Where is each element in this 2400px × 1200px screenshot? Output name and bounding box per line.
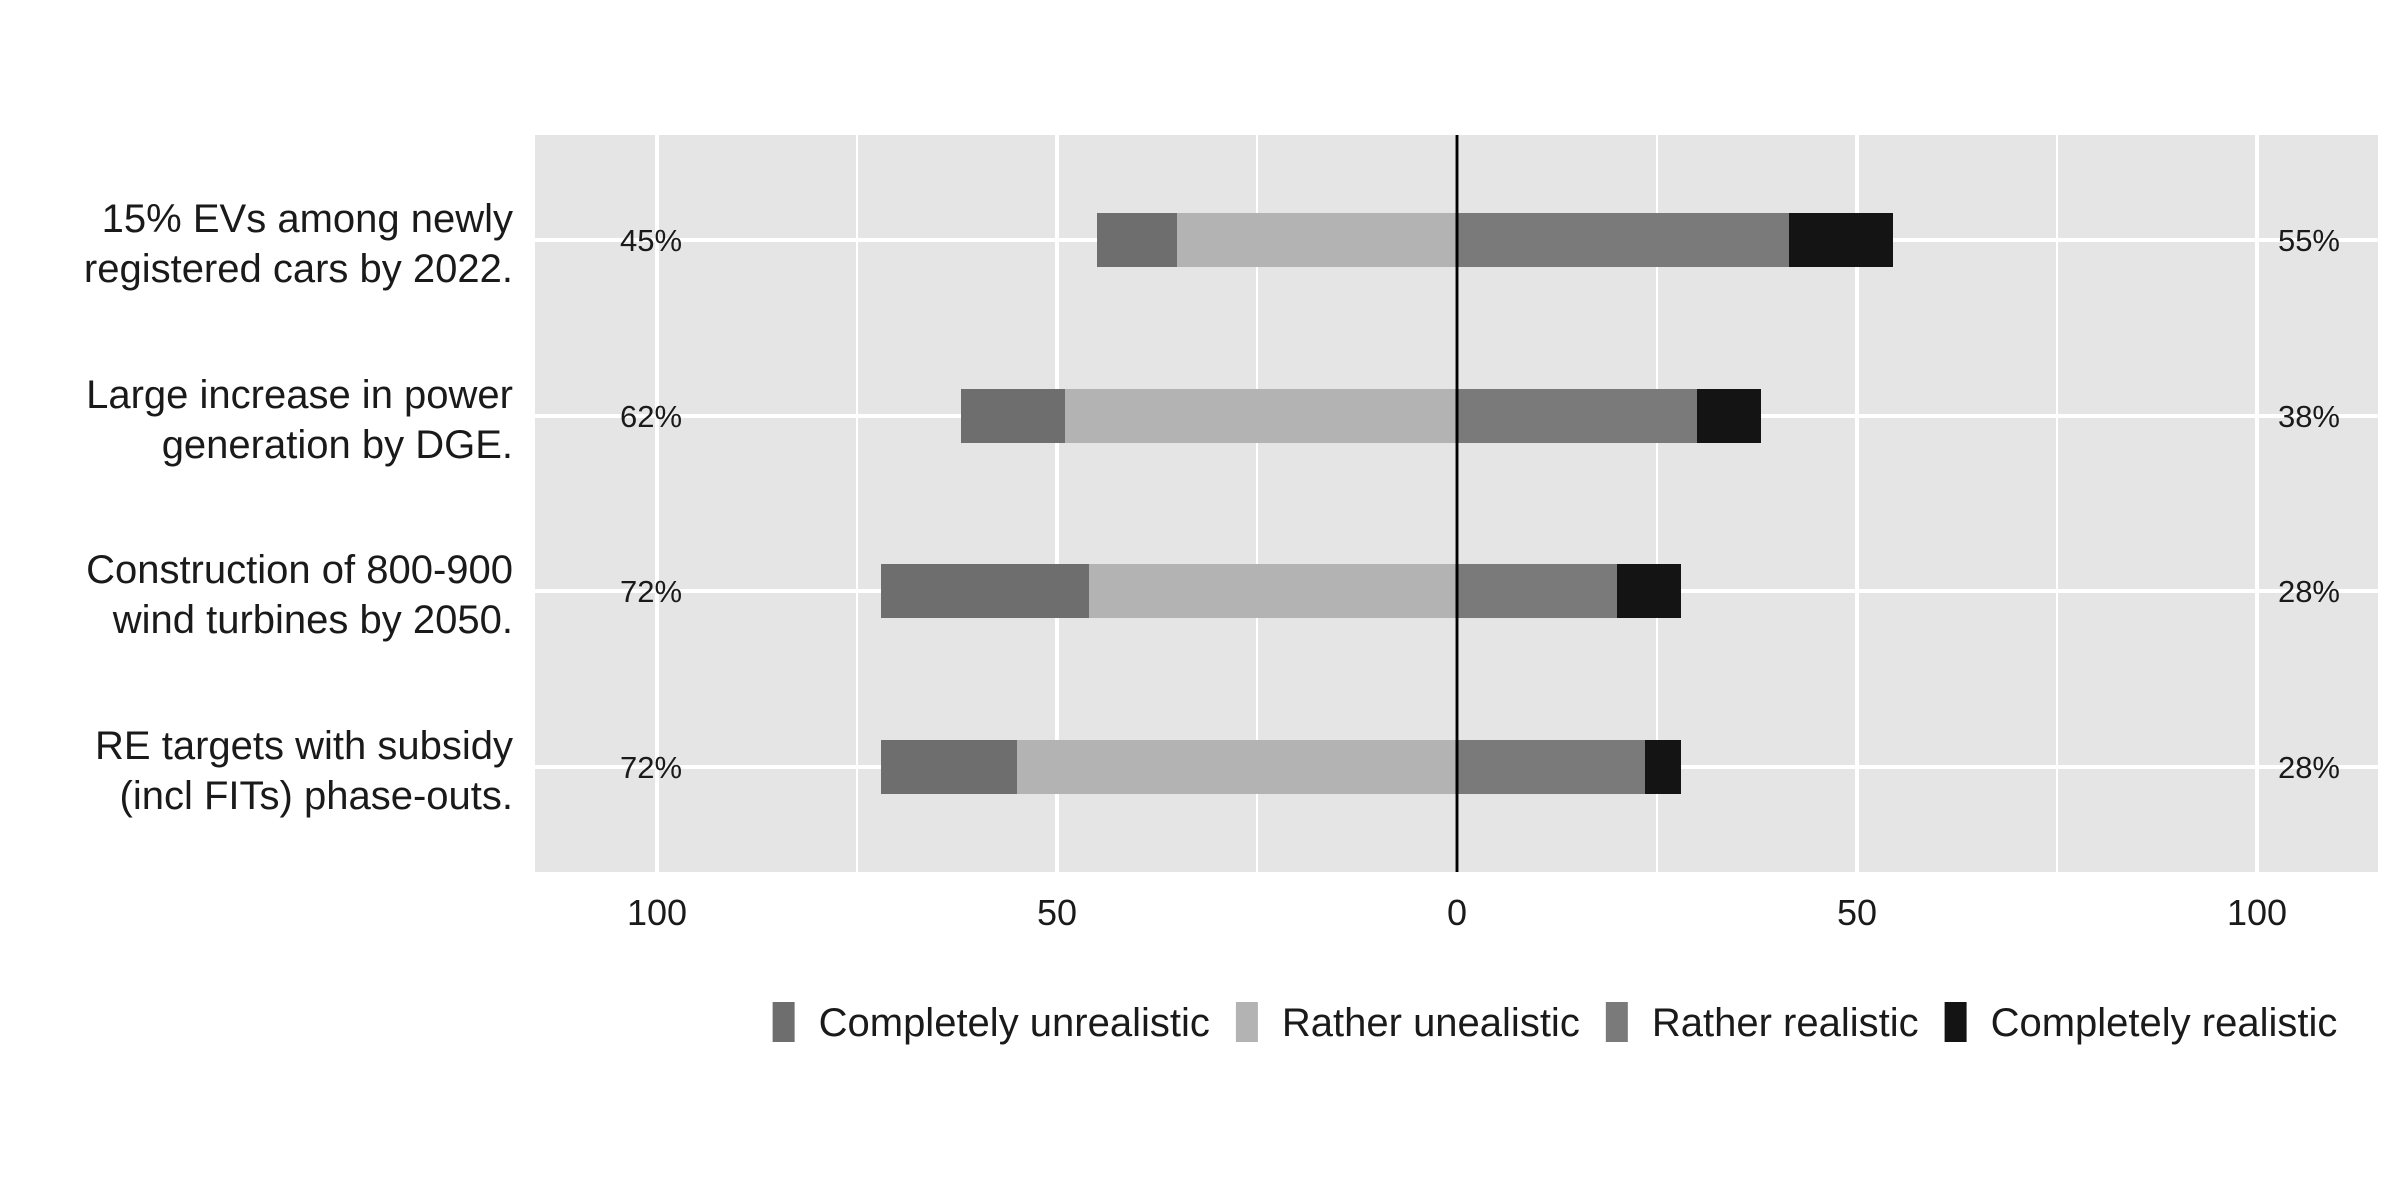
legend-key bbox=[1605, 1002, 1628, 1042]
category-label: Large increase in power generation by DGE… bbox=[86, 373, 513, 467]
category-labels: 15% EVs among newly registered cars by 20… bbox=[84, 197, 513, 818]
legend-key bbox=[1235, 1002, 1258, 1042]
bar-segment bbox=[881, 564, 1089, 618]
legend-item: Rather unealistic bbox=[1235, 1001, 1580, 1045]
bar-segment bbox=[1789, 213, 1893, 267]
legend-label: Completely realistic bbox=[1991, 1001, 2338, 1045]
bar-segment bbox=[1457, 564, 1617, 618]
legend: Completely unrealistic Rather unealistic R… bbox=[772, 1001, 2338, 1045]
category-label: 15% EVs among newly registered cars by 20… bbox=[84, 197, 513, 291]
bar-segment bbox=[1089, 564, 1457, 618]
total-labels: 45% 62% 72% 72% 55% 38% 28% 28% bbox=[620, 223, 2340, 785]
bars bbox=[881, 213, 1893, 794]
legend-label: Rather realistic bbox=[1652, 1001, 1919, 1045]
legend-key bbox=[1944, 1002, 1967, 1042]
bar-segment bbox=[1457, 389, 1697, 443]
left-total-label: 62% bbox=[620, 399, 682, 434]
bar-segment bbox=[1097, 213, 1177, 267]
right-total-label: 38% bbox=[2278, 399, 2340, 434]
legend-item: Completely unrealistic bbox=[772, 1001, 1210, 1045]
x-tick-labels: 100 50 0 50 100 bbox=[627, 892, 2287, 933]
right-total-label: 55% bbox=[2278, 223, 2340, 258]
bar-segment bbox=[881, 740, 1017, 794]
left-total-label: 72% bbox=[620, 750, 682, 785]
right-total-label: 28% bbox=[2278, 574, 2340, 609]
x-tick-label: 0 bbox=[1447, 892, 1467, 933]
bar-segment bbox=[961, 389, 1065, 443]
legend-item: Rather realistic bbox=[1605, 1001, 1919, 1045]
category-label: RE targets with subsidy (incl FITs) phase… bbox=[95, 724, 513, 818]
right-total-label: 28% bbox=[2278, 750, 2340, 785]
legend-item: Completely realistic bbox=[1944, 1001, 2338, 1045]
bar-segment bbox=[1457, 740, 1645, 794]
bar-segment bbox=[1177, 213, 1457, 267]
bar-segment bbox=[1457, 213, 1789, 267]
x-tick-label: 100 bbox=[2227, 892, 2287, 933]
x-tick-label: 100 bbox=[627, 892, 687, 933]
bar-segment bbox=[1617, 564, 1681, 618]
bar-segment bbox=[1017, 740, 1457, 794]
x-tick-label: 50 bbox=[1037, 892, 1077, 933]
bar-segment bbox=[1065, 389, 1457, 443]
legend-key bbox=[772, 1002, 795, 1042]
left-total-label: 72% bbox=[620, 574, 682, 609]
bar-segment bbox=[1697, 389, 1761, 443]
bar-segment bbox=[1645, 740, 1681, 794]
category-label: Construction of 800-900 wind turbines by … bbox=[86, 548, 513, 642]
legend-label: Rather unealistic bbox=[1282, 1001, 1580, 1045]
legend-label: Completely unrealistic bbox=[819, 1001, 1210, 1045]
left-total-label: 45% bbox=[620, 223, 682, 258]
x-tick-label: 50 bbox=[1837, 892, 1877, 933]
